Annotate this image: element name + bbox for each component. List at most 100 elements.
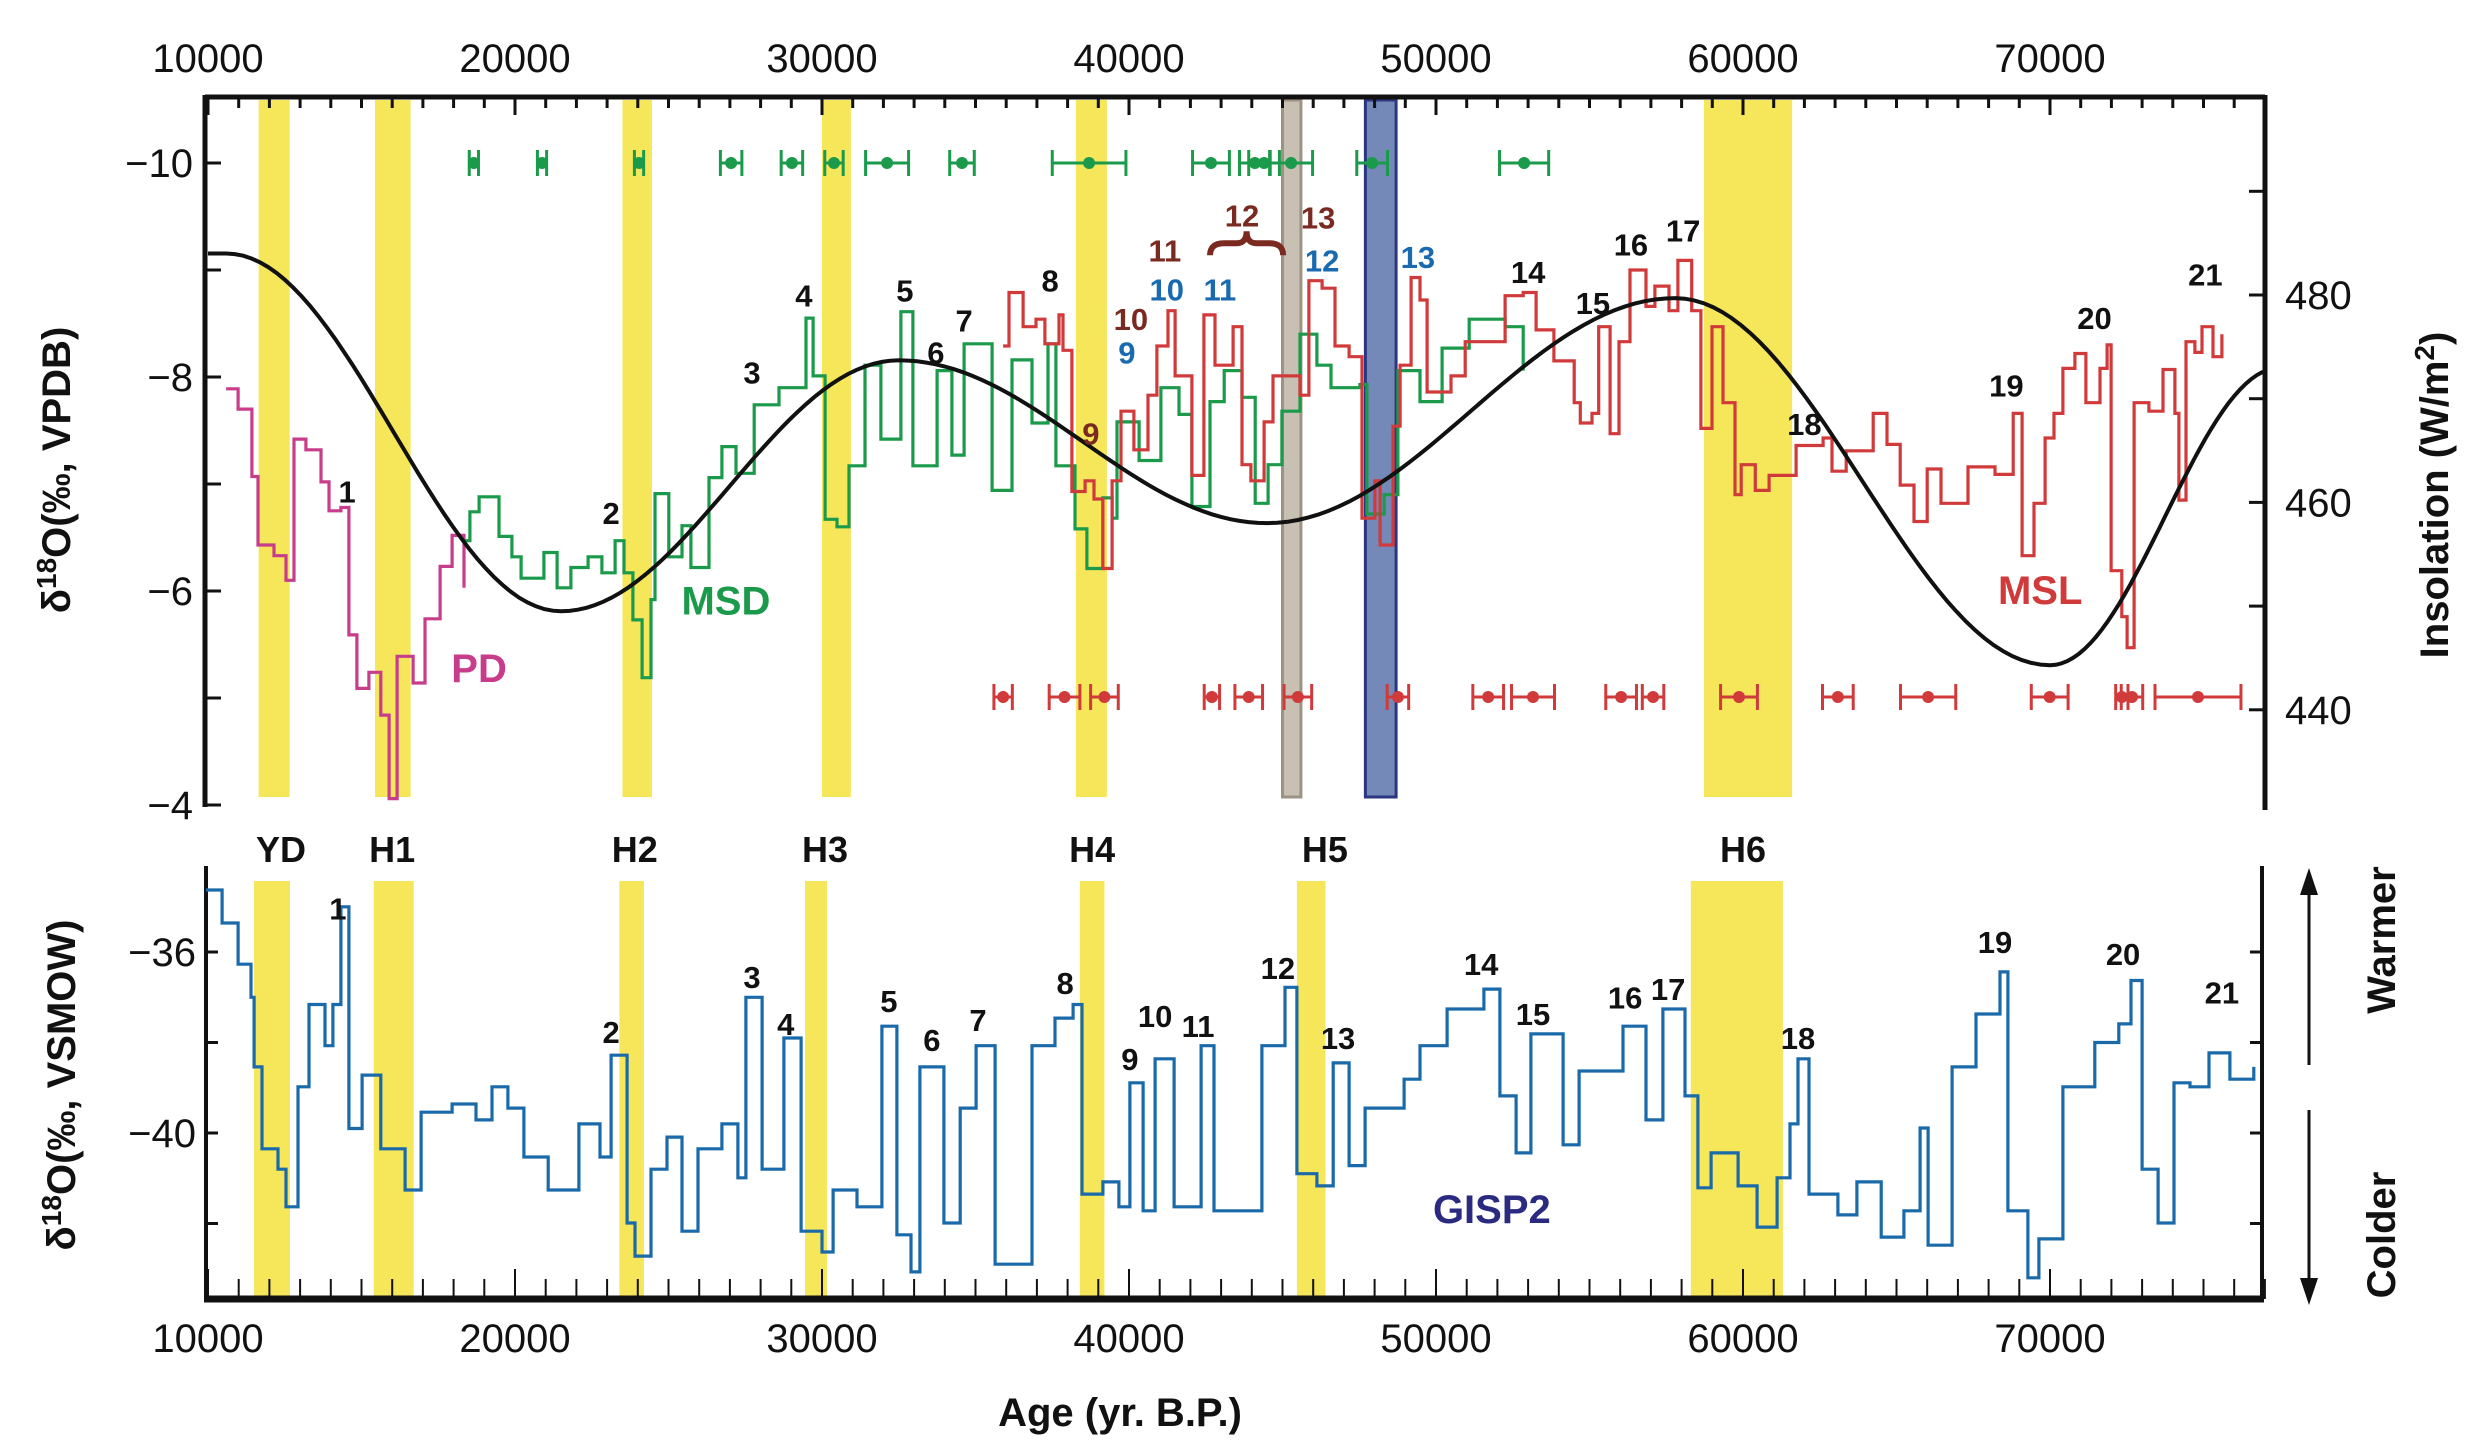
bottom-x-tick-label: 30000: [766, 1317, 877, 1361]
top-x-tick-label: 60000: [1687, 37, 1798, 81]
dating-point: [1083, 157, 1096, 169]
bottom-x-tick-label: 20000: [459, 1317, 570, 1361]
dating-point: [467, 157, 480, 169]
dating-point: [1733, 691, 1746, 703]
event-band-bottom: [254, 881, 290, 1299]
left-y-tick-label-top: −8: [147, 356, 193, 400]
y-axis-title-bottom: δ18O(‰, VSMOW): [36, 920, 84, 1251]
dating-error-bars: [467, 150, 2243, 710]
dating-point: [1482, 691, 1495, 703]
dating-point: [536, 157, 549, 169]
warmer-label: Warmer: [2360, 866, 2404, 1013]
interstadial-label: 18: [1781, 1021, 1815, 1056]
axes: 10000 10000 20000 20000 30000 30000 40000 40000…: [31, 37, 2457, 1361]
event-band-top: [622, 100, 652, 797]
dating-point: [1831, 691, 1844, 703]
interstadial-label: 17: [1651, 972, 1685, 1007]
interstadial-label: 6: [927, 335, 944, 370]
interstadial-label: 20: [2077, 301, 2111, 336]
interstadial-label: 3: [743, 356, 760, 391]
interstadial-label: 10: [1138, 999, 1172, 1034]
event-bands: [254, 98, 1793, 1299]
interstadial-label: 13: [1401, 240, 1435, 275]
interstadial-label: 14: [1464, 947, 1499, 982]
dating-point: [1285, 157, 1298, 169]
dating-point: [2043, 691, 2056, 703]
series-msl: [1003, 258, 2224, 650]
dating-point: [1098, 691, 1111, 703]
interstadial-label: 20: [2106, 937, 2140, 972]
top-x-tick-label: 50000: [1380, 37, 1491, 81]
left-y-tick-label-top: −4: [147, 784, 193, 828]
series-label: GISP2: [1433, 1188, 1551, 1232]
right-y-tick-label: 440: [2285, 689, 2352, 733]
dating-point: [1242, 691, 1255, 703]
dating-point: [633, 157, 646, 169]
interstadial-label: 5: [880, 984, 897, 1019]
event-band-bottom: [1296, 881, 1326, 1299]
dating-point: [2191, 691, 2204, 703]
dating-point: [1922, 691, 1935, 703]
event-label: H6: [1720, 829, 1766, 870]
right-y-tick-label: 480: [2285, 274, 2352, 318]
interstadial-label: 18: [1787, 407, 1821, 442]
interstadial-label: 21: [2205, 976, 2239, 1011]
dating-point: [1204, 157, 1217, 169]
bottom-x-tick-label: 60000: [1687, 1317, 1798, 1361]
interstadial-label: 11: [1149, 234, 1182, 269]
dating-point: [1527, 691, 1540, 703]
interstadial-label: 17: [1666, 213, 1700, 248]
colder-label: Colder: [2360, 1172, 2404, 1299]
event-band-top: [258, 100, 290, 797]
event-label: H5: [1302, 829, 1348, 870]
dating-point: [1058, 691, 1071, 703]
interstadial-label: 2: [602, 1015, 619, 1050]
event-band-top: [1704, 100, 1793, 797]
dating-point: [725, 157, 738, 169]
event-band-bottom: [619, 881, 644, 1299]
bottom-x-tick-label: 40000: [1073, 1317, 1184, 1361]
dating-point: [1518, 157, 1531, 169]
interstadial-label: 2: [602, 496, 619, 531]
bottom-x-tick-label: 70000: [1994, 1317, 2105, 1361]
interstadial-label: 19: [1989, 369, 2023, 404]
dating-point: [1647, 691, 1660, 703]
event-label: H4: [1069, 829, 1115, 870]
interstadial-label: 16: [1608, 980, 1642, 1015]
interstadial-label: 7: [969, 1003, 986, 1038]
event-label: H3: [802, 829, 848, 870]
interstadial-label: 3: [743, 960, 760, 995]
y-axis-title-top: δ18O(‰, VPDB): [31, 327, 79, 614]
left-y-tick-label-bottom: −40: [128, 1112, 196, 1156]
interstadial-label: 9: [1082, 417, 1099, 452]
dating-point: [1291, 691, 1304, 703]
interstadial-label: 1: [329, 892, 346, 927]
bottom-x-tick-label: 10000: [152, 1317, 263, 1361]
series-label: MSL: [1998, 569, 2082, 613]
series-label: MSD: [681, 580, 770, 624]
interstadial-label: 9: [1118, 335, 1135, 370]
insolation-curve: [208, 251, 2264, 668]
interstadial-label: 4: [777, 1007, 795, 1042]
right-y-tick-label: 460: [2285, 481, 2352, 525]
dating-point: [1391, 691, 1404, 703]
interstadial-label: 15: [1576, 286, 1610, 321]
arrow-up-icon: [2300, 868, 2318, 895]
interstadial-label: 19: [1978, 925, 2012, 960]
top-x-tick-label: 70000: [1994, 37, 2105, 81]
dating-point: [881, 157, 894, 169]
interstadial-label: 12: [1261, 951, 1295, 986]
event-band-top: [822, 100, 851, 797]
x-axis-title: Age (yr. B.P.): [998, 1391, 1242, 1435]
interstadial-label: 12: [1305, 243, 1339, 278]
dating-point: [997, 691, 1010, 703]
interstadial-label: 7: [956, 303, 973, 338]
interstadial-label: 13: [1301, 201, 1335, 236]
interstadial-label: 11: [1182, 1009, 1215, 1044]
dating-point: [2125, 691, 2138, 703]
top-x-tick-label: 30000: [766, 37, 877, 81]
left-y-tick-label-bottom: −36: [128, 931, 196, 975]
interstadial-label: 11: [1203, 272, 1236, 307]
